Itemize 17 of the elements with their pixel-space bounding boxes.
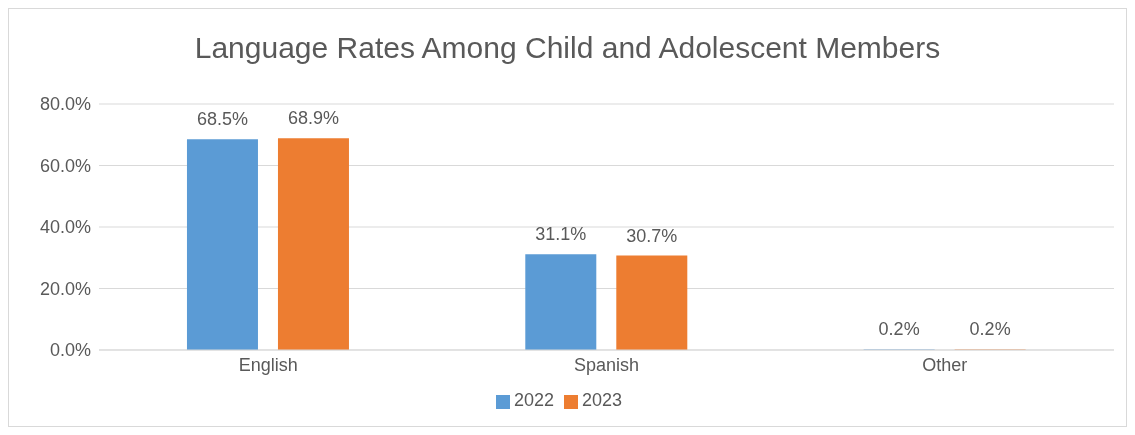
data-label: 68.5%: [196, 109, 248, 130]
legend-label: 2022: [513, 390, 554, 410]
x-tick-label: English: [238, 354, 298, 375]
x-tick-label: Other: [922, 354, 968, 375]
y-tick-label: 40.0%: [39, 217, 91, 238]
data-label: 31.1%: [535, 224, 587, 245]
data-label: 30.7%: [626, 225, 678, 246]
y-tick-label: 60.0%: [39, 155, 91, 176]
y-tick-label: 80.0%: [39, 94, 91, 115]
y-tick-label: 20.0%: [39, 278, 91, 299]
data-label: 0.2%: [878, 319, 920, 340]
legend-label: 2023: [582, 390, 623, 410]
data-label: 0.2%: [969, 319, 1011, 340]
y-tick-label: 0.0%: [49, 340, 91, 361]
data-label: 68.9%: [287, 108, 339, 129]
x-tick-label: Spanish: [573, 354, 640, 375]
chart-title: Language Rates Among Child and Adolescent Members: [193, 31, 942, 65]
